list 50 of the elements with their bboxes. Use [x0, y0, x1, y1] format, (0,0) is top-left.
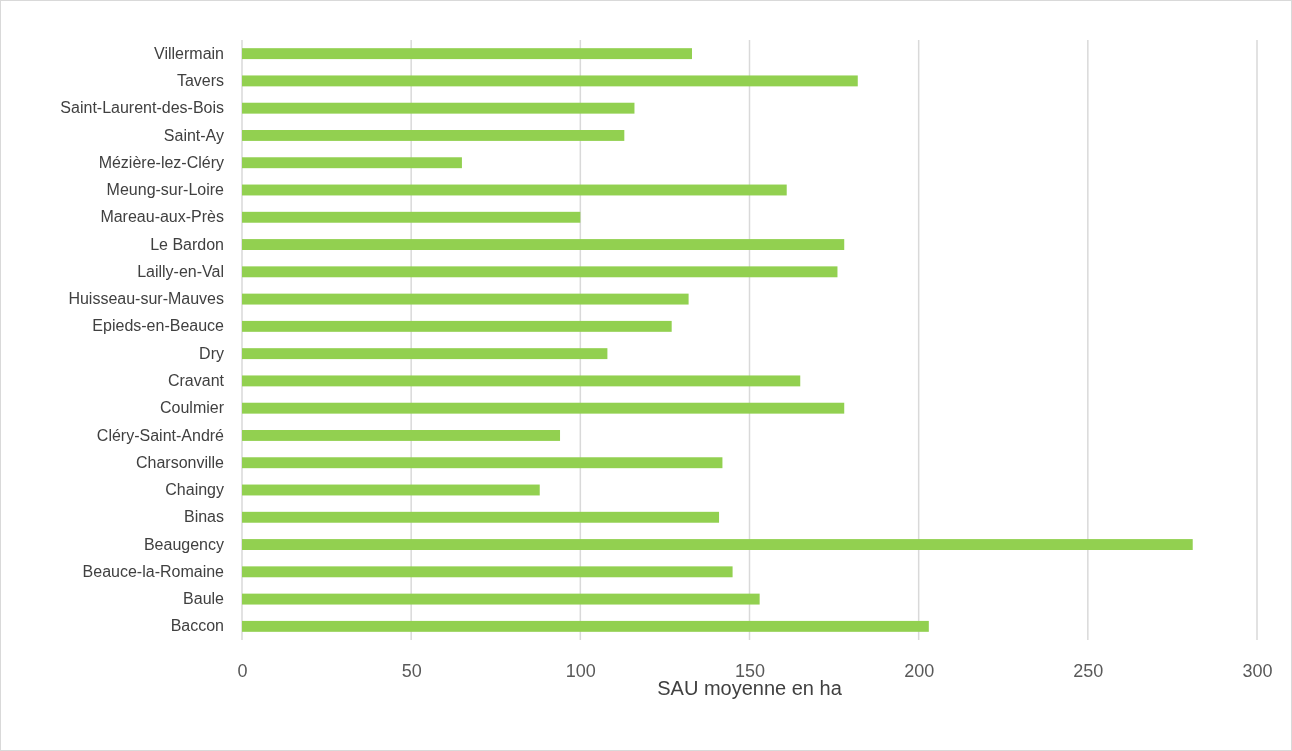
- y-tick-label: Mézière-lez-Cléry: [98, 153, 224, 171]
- y-tick-label: Meung-sur-Loire: [106, 181, 225, 199]
- x-tick-label: 100: [565, 660, 596, 681]
- y-tick-label: Coulmier: [159, 399, 225, 417]
- x-tick-label: 200: [904, 660, 935, 681]
- bar: [242, 566, 733, 578]
- bar: [242, 293, 689, 305]
- bar: [242, 539, 1193, 550]
- x-tick-label: 300: [1242, 660, 1273, 681]
- y-tick-label: Cléry-Saint-André: [96, 426, 225, 444]
- y-tick-label: Saint-Laurent-des-Bois: [60, 99, 224, 117]
- x-tick-label: 50: [401, 660, 422, 681]
- y-tick-label: Baccon: [170, 617, 224, 635]
- bar: [242, 402, 845, 414]
- y-tick-label: Epieds-en-Beauce: [92, 317, 225, 335]
- y-tick-label: Binas: [183, 508, 224, 526]
- y-tick-label: Tavers: [176, 72, 224, 90]
- y-tick-label: Charsonville: [135, 453, 225, 471]
- y-tick-label: Dry: [199, 344, 224, 362]
- bar: [242, 320, 672, 332]
- bar: [242, 102, 635, 114]
- bar: [242, 620, 929, 632]
- bar: [242, 157, 462, 169]
- bar: [242, 484, 540, 496]
- bar: [242, 266, 838, 278]
- bar: [242, 375, 801, 387]
- bar: [242, 48, 692, 60]
- x-tick-label: 0: [237, 660, 248, 681]
- bar: [242, 211, 581, 223]
- y-tick-label: Beauce-la-Romaine: [82, 562, 225, 580]
- bar: [242, 130, 625, 141]
- bar: [242, 511, 720, 523]
- y-tick-label: Villermain: [154, 44, 224, 62]
- y-tick-label: Saint-Ay: [163, 126, 224, 144]
- bar: [242, 184, 787, 196]
- y-tick-label: Baule: [183, 590, 225, 608]
- bar: [242, 348, 608, 360]
- y-tick-label: Huisseau-sur-Mauves: [68, 290, 224, 308]
- y-tick-label: Mareau-aux-Près: [100, 208, 224, 226]
- bar: [242, 593, 760, 605]
- y-tick-label: Cravant: [167, 372, 225, 390]
- bar: [242, 75, 858, 87]
- x-tick-label: 250: [1073, 660, 1104, 681]
- y-tick-label: Beaugency: [143, 535, 224, 553]
- bar: [242, 430, 561, 441]
- bar: [242, 239, 845, 250]
- y-tick-label: Le Bardon: [150, 235, 224, 253]
- bar: [242, 457, 723, 469]
- y-tick-label: Lailly-en-Val: [137, 262, 224, 280]
- y-tick-label: Chaingy: [165, 481, 224, 499]
